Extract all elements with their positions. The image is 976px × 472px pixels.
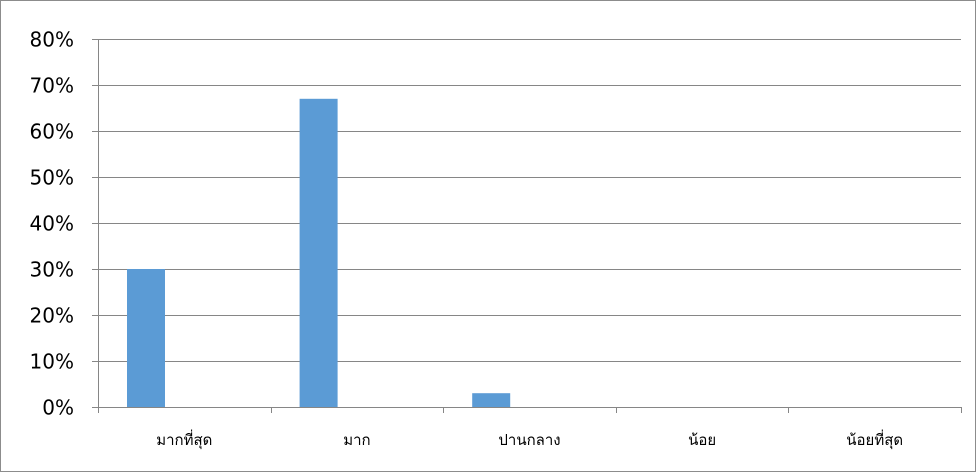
y-tick-label: 60% [30,120,74,144]
bar [299,98,338,408]
y-tick-label: 0% [42,396,74,420]
y-tick-label: 70% [30,74,74,98]
x-tick-label: มาก [343,431,370,449]
y-tick-label: 30% [30,258,74,282]
bars [127,98,511,408]
y-tick-label: 10% [30,350,74,374]
axes [92,39,962,413]
y-tick-label: 50% [30,166,74,190]
x-tick-label: ปานกลาง [498,431,560,449]
bar [472,393,511,407]
gridlines [98,39,961,362]
y-tick-label: 20% [30,304,74,328]
y-tick-label: 40% [30,212,74,236]
x-tick-label: น้อยที่สุด [846,429,903,450]
bar [127,269,165,407]
tick-labels: 0% 10% 20% 30% 40% 50% 60% 70% 80% มากที่สุด มาก ปา… [30,28,904,451]
x-tick-label: น้อย [688,431,716,449]
y-tick-label: 80% [30,28,74,52]
x-tick-label: มากที่สุด [156,429,212,450]
